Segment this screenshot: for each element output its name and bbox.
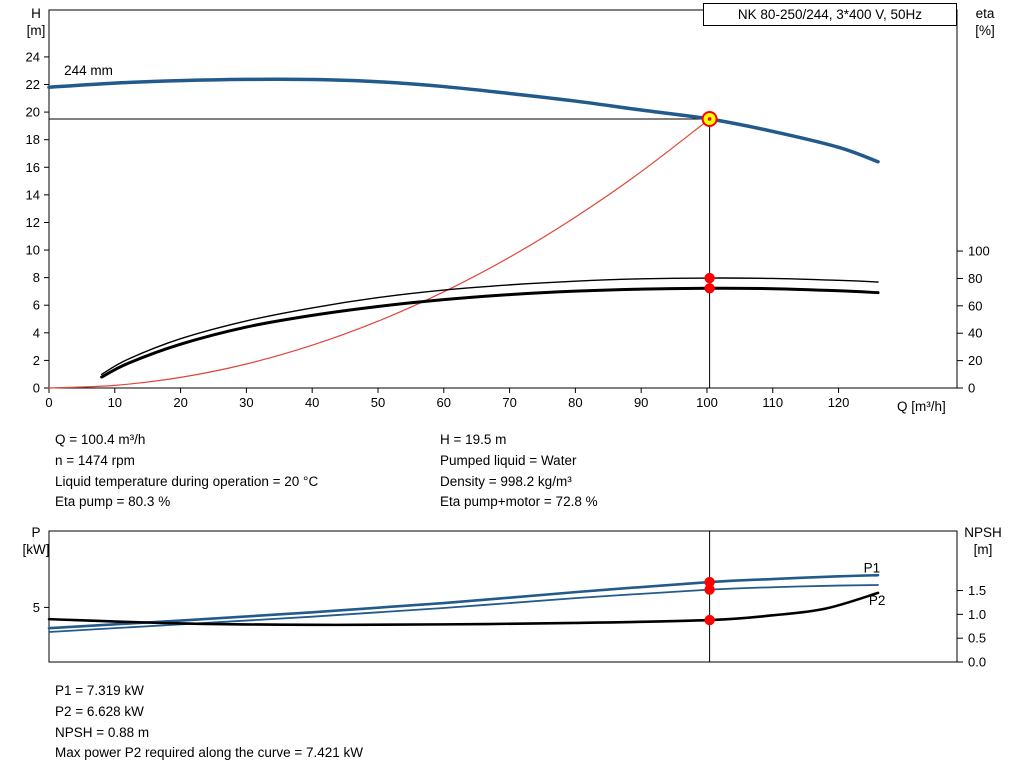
footer-max-power: Max power P2 required along the curve = … bbox=[55, 745, 364, 761]
value-marker bbox=[704, 614, 715, 626]
x-tick-label: 50 bbox=[371, 395, 385, 410]
x-tick-label: 80 bbox=[568, 395, 582, 410]
series-system-curve bbox=[48, 118, 711, 389]
head-efficiency-chart: 0 10 20 30 40 50 60 70 80 90 100 110 120024681012141… bbox=[26, 9, 990, 410]
curve-label: P1 bbox=[864, 560, 881, 575]
plot-frame bbox=[48, 9, 958, 389]
value-marker bbox=[704, 272, 715, 284]
y-left-tick-label: 2 bbox=[33, 353, 40, 368]
info-density: Density = 998.2 kg/m³ bbox=[440, 473, 572, 489]
series-eta-pump-motor bbox=[100, 286, 880, 379]
value-marker bbox=[704, 283, 715, 294]
info-pumped-liquid: Pumped liquid = Water bbox=[440, 452, 577, 468]
y-left-tick-label: 8 bbox=[33, 270, 40, 285]
x-tick-label: 100 bbox=[696, 395, 718, 410]
y-left-tick-label: 6 bbox=[33, 298, 40, 313]
value-marker bbox=[704, 576, 715, 588]
power-npsh-chart: 5 0.0 0.5 1.0 1.5 P1 P2 bbox=[33, 530, 986, 670]
duty-point-center bbox=[707, 117, 712, 121]
y-left-tick-label: 12 bbox=[26, 215, 40, 230]
y-right-tick-label: 1.0 bbox=[968, 607, 986, 622]
power-data-column: P1 = 7.319 kW P2 = 6.628 kW NPSH = 0.88 … bbox=[55, 681, 363, 764]
y-left-tick-label: 0 bbox=[33, 381, 40, 396]
y-left-tick-label: 24 bbox=[26, 49, 40, 64]
y-left-tick-label: 5 bbox=[33, 600, 40, 615]
y-left-tick-label: 14 bbox=[26, 187, 40, 202]
x-tick-label: 60 bbox=[437, 395, 451, 410]
duty-data-right-column: H = 19.5 m Pumped liquid = Water Density… bbox=[440, 430, 598, 513]
y-left-tick-label: 10 bbox=[26, 243, 40, 258]
info-eta-pump: Eta pump = 80.3 % bbox=[55, 494, 171, 510]
eta-axis-title-symbol: eta bbox=[975, 6, 995, 21]
x-tick-label: 10 bbox=[108, 395, 122, 410]
y-left-tick-label: 22 bbox=[26, 77, 40, 92]
y-right-tick-label: 1.5 bbox=[968, 583, 986, 598]
footer-p2: P2 = 6.628 kW bbox=[55, 703, 144, 719]
series-eta-pump bbox=[100, 277, 879, 376]
x-tick-label: 0 bbox=[45, 395, 52, 410]
info-flow: Q = 100.4 m³/h bbox=[55, 432, 146, 447]
x-tick-label: 120 bbox=[828, 395, 850, 410]
info-speed: n = 1474 rpm bbox=[55, 452, 135, 468]
y-right-tick-label: 20 bbox=[968, 353, 982, 368]
footer-npsh: NPSH = 0.88 m bbox=[55, 724, 150, 740]
footer-p1: P1 = 7.319 kW bbox=[55, 683, 144, 698]
p-axis-title: P [kW] bbox=[14, 524, 58, 558]
y-right-tick-label: 60 bbox=[968, 298, 982, 313]
npsh-axis-title-unit: [m] bbox=[973, 542, 993, 557]
p-axis-title-symbol: P bbox=[31, 525, 41, 540]
h-axis-title-symbol: H bbox=[31, 6, 41, 21]
y-right-tick-label: 100 bbox=[968, 244, 990, 259]
y-right-tick-label: 40 bbox=[968, 326, 982, 341]
plot-frame bbox=[48, 530, 958, 663]
x-tick-label: 70 bbox=[502, 395, 516, 410]
npsh-axis-title: NPSH [m] bbox=[952, 524, 1014, 558]
series-npsh bbox=[47, 591, 880, 627]
value-marker bbox=[704, 584, 715, 595]
curve-label: P2 bbox=[869, 593, 886, 608]
info-liquid-temperature: Liquid temperature during operation = 20… bbox=[55, 473, 319, 489]
x-tick-label: 40 bbox=[305, 395, 319, 410]
y-left-tick-label: 18 bbox=[26, 132, 40, 147]
npsh-axis-title-symbol: NPSH bbox=[964, 525, 1002, 540]
eta-axis-title-unit: [%] bbox=[975, 23, 995, 38]
h-axis-title: H [m] bbox=[14, 5, 58, 39]
y-right-tick-label: 0 bbox=[968, 381, 975, 396]
y-left-tick-label: 16 bbox=[26, 160, 40, 175]
pump-title-box: NK 80-250/244, 3*400 V, 50Hz bbox=[703, 3, 957, 26]
p-axis-title-unit: [kW] bbox=[22, 542, 50, 557]
x-tick-label: 30 bbox=[239, 395, 253, 410]
info-head: H = 19.5 m bbox=[440, 432, 507, 447]
x-tick-label: 90 bbox=[634, 395, 648, 410]
y-right-tick-label: 0.0 bbox=[968, 655, 986, 670]
curve-label: 244 mm bbox=[64, 63, 113, 78]
x-tick-label: 20 bbox=[173, 395, 187, 410]
x-tick-label: 110 bbox=[762, 395, 783, 410]
y-right-tick-label: 0.5 bbox=[968, 631, 986, 646]
y-left-tick-label: 20 bbox=[26, 105, 40, 120]
y-left-tick-label: 4 bbox=[33, 325, 40, 340]
info-eta-pump-motor: Eta pump+motor = 72.8 % bbox=[440, 494, 598, 510]
q-axis-title: Q [m³/h] bbox=[897, 399, 946, 414]
h-axis-title-unit: [m] bbox=[26, 23, 46, 38]
series-h-curve-244-mm bbox=[47, 77, 880, 164]
series-p1 bbox=[47, 573, 880, 630]
y-right-tick-label: 80 bbox=[968, 271, 982, 286]
duty-data-left-column: Q = 100.4 m³/h n = 1474 rpm Liquid tempe… bbox=[55, 430, 318, 513]
eta-axis-title: eta [%] bbox=[962, 5, 1008, 39]
